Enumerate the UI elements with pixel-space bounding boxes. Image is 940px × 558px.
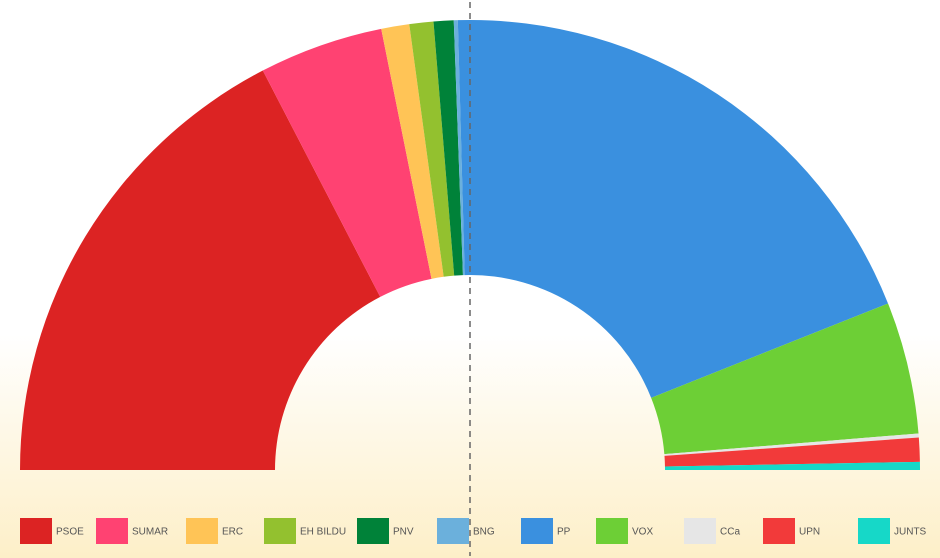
segment: [381, 24, 444, 279]
legend-label: JUNTS: [894, 527, 927, 538]
segment: [664, 433, 919, 456]
segment: [664, 437, 920, 467]
legend-swatch: [763, 518, 795, 544]
legend-swatch: [264, 518, 296, 544]
legend-swatch: [521, 518, 553, 544]
legend-swatch: [858, 518, 890, 544]
segment: [20, 70, 381, 470]
arcs: [20, 20, 920, 470]
legend: PSOE SUMAR ERC EH BILDU PNV BNG PP VOX CCa UPN JUN…: [20, 518, 927, 544]
legend-label: UPN: [799, 527, 820, 538]
segment: [262, 28, 432, 297]
legend-swatch: [684, 518, 716, 544]
segment: [651, 303, 919, 455]
legend-swatch: [437, 518, 469, 544]
legend-label: ERC: [222, 527, 243, 538]
legend-swatch: [596, 518, 628, 544]
segment: [664, 461, 920, 470]
legend-label: VOX: [632, 527, 653, 538]
legend-label: SUMAR: [132, 527, 168, 538]
segment: [433, 20, 463, 276]
legend-label: CCa: [720, 527, 740, 538]
legend-label: BNG: [473, 527, 495, 538]
segment: [409, 21, 455, 277]
legend-swatch: [20, 518, 52, 544]
segment: [453, 20, 465, 276]
legend-label: PP: [557, 527, 571, 538]
legend-swatch: [96, 518, 128, 544]
segment: [457, 20, 889, 398]
legend-label: EH BILDU: [300, 527, 346, 538]
legend-swatch: [186, 518, 218, 544]
legend-swatch: [357, 518, 389, 544]
legend-label: PNV: [393, 527, 414, 538]
legend-label: PSOE: [56, 527, 84, 538]
